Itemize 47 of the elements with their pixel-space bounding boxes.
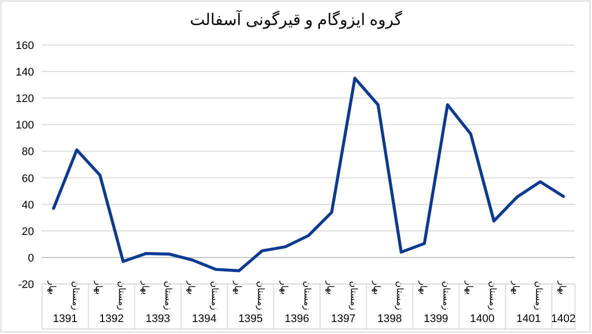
x-tick-label: زمستان: [486, 281, 498, 310]
text: 1400: [470, 313, 495, 325]
x-tick-label: زمستان: [348, 281, 359, 310]
x-tick-label: بهار: [464, 280, 475, 295]
text: 1399: [424, 313, 448, 325]
line-series: [52, 76, 565, 272]
text: 1398: [377, 313, 402, 325]
x-tick-label: بهار: [92, 280, 104, 295]
y-tick-label: 0: [28, 252, 34, 264]
x-tick-label: بهار: [371, 280, 382, 295]
y-tick-label: 140: [16, 66, 34, 79]
x-tick-label: بهار: [417, 280, 428, 295]
text: 1401: [516, 313, 541, 325]
y-tick-label: 20: [22, 226, 34, 238]
x-tick-label: بهار: [186, 280, 197, 295]
text: 1393: [146, 313, 170, 325]
y-tick-label: 100: [16, 120, 34, 132]
text: 1395: [238, 313, 263, 325]
x-tick-label: بهار: [324, 280, 336, 295]
x-tick-label: زمستان: [255, 281, 266, 310]
y-tick-label: 80: [22, 146, 34, 158]
y-tick-label: 120: [16, 93, 34, 106]
x-tick-label: بهار: [46, 280, 58, 295]
x-tick-label: زمستان: [394, 281, 406, 310]
x-tick-label: بهار: [510, 280, 522, 295]
x-tick-label: زمستان: [302, 281, 312, 310]
text: 1392: [99, 313, 124, 325]
text: 1396: [284, 313, 310, 325]
text: 1397: [331, 313, 356, 325]
text: 1394: [192, 313, 216, 325]
x-tick-label: زمستان: [440, 281, 452, 310]
x-tick-label: زمستان: [162, 281, 174, 310]
x-tick-label: زمستان: [208, 281, 220, 310]
x-tick-label: بهار: [278, 280, 290, 295]
x-tick-label: بهار: [232, 280, 243, 295]
y-tick-label: 60: [22, 172, 34, 185]
y-tick-label: 160: [16, 40, 34, 52]
x-tick-label: زمستان: [70, 281, 81, 310]
x-tick-label: بهار: [556, 280, 568, 295]
y-tick-label: 40: [22, 199, 34, 212]
x-tick-label: بهار: [139, 280, 150, 295]
y-tick-label: -20: [18, 279, 34, 291]
x-tick-label: زمستان: [533, 281, 544, 310]
text: 1391: [52, 313, 78, 325]
x-tick-label: زمستان: [116, 281, 128, 310]
chart-title: گروه ایزوگام و قیرگونی آسفالت: [190, 9, 403, 29]
text: 1402: [551, 313, 576, 325]
